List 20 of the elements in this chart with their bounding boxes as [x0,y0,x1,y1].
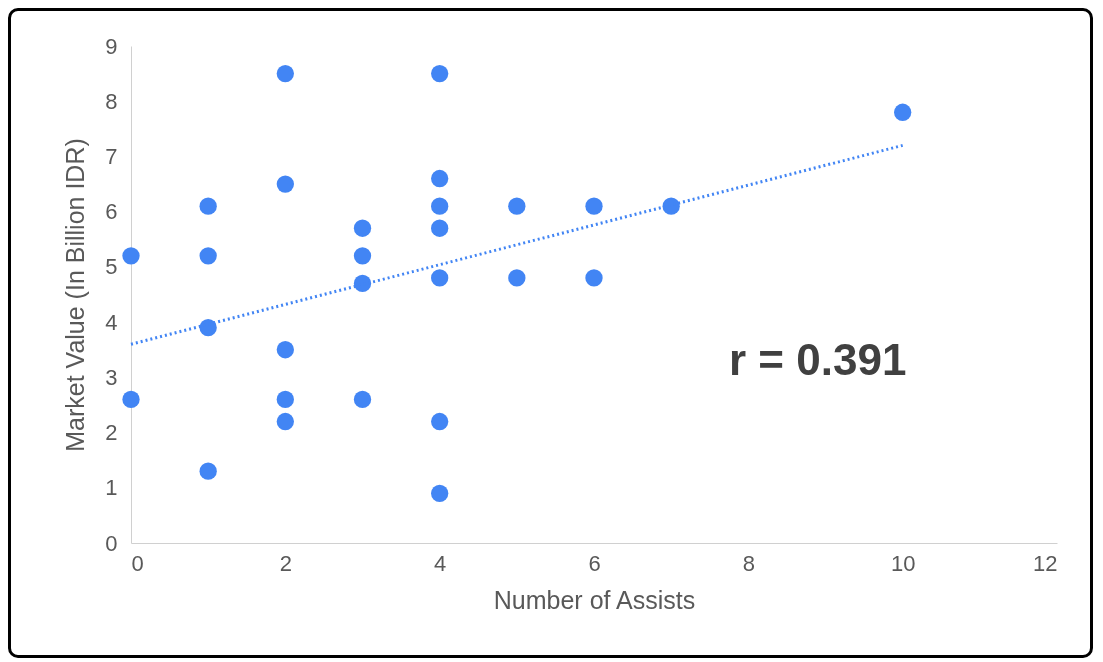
y-tick-label: 1 [105,475,118,501]
x-axis-title: Number of Assists [493,585,696,614]
y-tick-label: 3 [105,364,118,390]
annotation: r = 0.391 [729,335,907,384]
x-tick-label: 0 [131,550,144,576]
y-axis-title: Market Value (In Billion IDR) [61,138,90,452]
x-tick-label: 12 [1033,550,1058,576]
y-tick-label: 8 [105,88,118,114]
y-tick-label: 9 [105,33,118,59]
y-tick-label: 2 [105,420,118,446]
x-tick-label: 10 [890,550,916,576]
x-tick-label: 8 [742,550,755,576]
y-tick-label: 6 [105,199,118,225]
x-tick-label: 6 [588,550,601,576]
y-tick-label: 4 [105,309,118,335]
y-tick-label: 5 [105,254,118,280]
x-tick-label: 4 [434,550,447,576]
y-tick-label: 0 [105,530,118,556]
y-tick-label: 7 [105,143,118,169]
x-tick-label: 2 [279,550,292,576]
